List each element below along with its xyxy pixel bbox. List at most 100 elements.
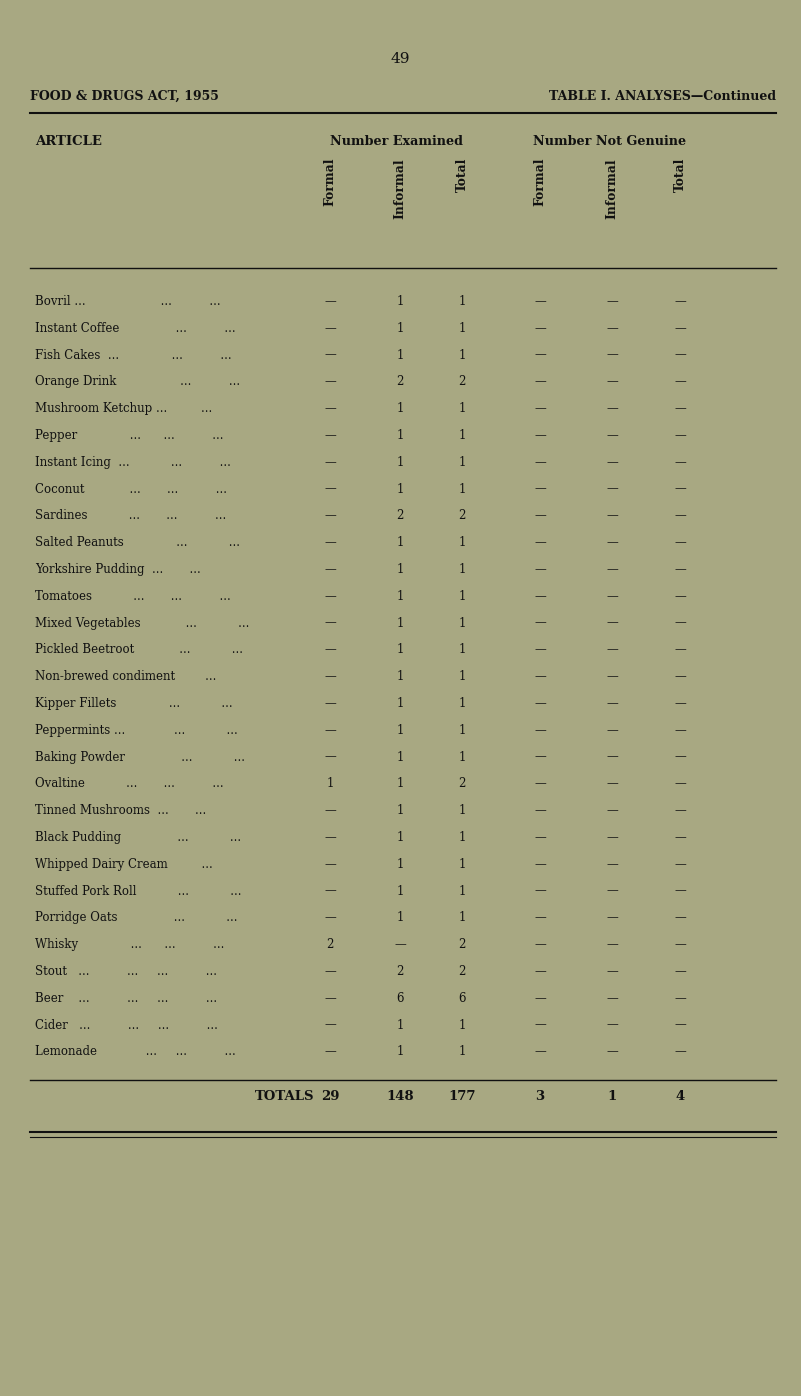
Text: 1: 1 bbox=[396, 536, 404, 549]
Text: —: — bbox=[324, 510, 336, 522]
Text: —: — bbox=[674, 456, 686, 469]
Text: 1: 1 bbox=[396, 295, 404, 309]
Text: Total: Total bbox=[674, 158, 686, 193]
Text: Mushroom Ketchup ...         ...: Mushroom Ketchup ... ... bbox=[35, 402, 212, 415]
Text: —: — bbox=[606, 402, 618, 415]
Text: —: — bbox=[674, 1046, 686, 1058]
Text: Ovaltine           ...       ...          ...: Ovaltine ... ... ... bbox=[35, 778, 223, 790]
Text: —: — bbox=[324, 965, 336, 979]
Text: 148: 148 bbox=[386, 1090, 414, 1103]
Text: Number Not Genuine: Number Not Genuine bbox=[533, 135, 686, 148]
Text: —: — bbox=[324, 723, 336, 737]
Text: —: — bbox=[324, 563, 336, 577]
Text: —: — bbox=[606, 376, 618, 388]
Text: 1: 1 bbox=[458, 804, 465, 817]
Text: —: — bbox=[674, 991, 686, 1005]
Text: TABLE I. ANALYSES—Continued: TABLE I. ANALYSES—Continued bbox=[549, 89, 776, 103]
Text: Baking Powder               ...           ...: Baking Powder ... ... bbox=[35, 751, 245, 764]
Text: 1: 1 bbox=[458, 563, 465, 577]
Text: —: — bbox=[674, 295, 686, 309]
Text: 1: 1 bbox=[458, 885, 465, 898]
Text: —: — bbox=[324, 536, 336, 549]
Text: —: — bbox=[606, 751, 618, 764]
Text: —: — bbox=[394, 938, 406, 951]
Text: 1: 1 bbox=[607, 1090, 617, 1103]
Text: 2: 2 bbox=[326, 938, 334, 951]
Text: —: — bbox=[324, 429, 336, 443]
Text: Porridge Oats               ...           ...: Porridge Oats ... ... bbox=[35, 912, 238, 924]
Text: Sardines           ...       ...          ...: Sardines ... ... ... bbox=[35, 510, 226, 522]
Text: Stuffed Pork Roll           ...           ...: Stuffed Pork Roll ... ... bbox=[35, 885, 241, 898]
Text: —: — bbox=[324, 617, 336, 630]
Text: 1: 1 bbox=[326, 778, 334, 790]
Text: —: — bbox=[606, 1019, 618, 1032]
Text: —: — bbox=[674, 402, 686, 415]
Text: —: — bbox=[534, 456, 545, 469]
Text: —: — bbox=[674, 751, 686, 764]
Text: TOTALS: TOTALS bbox=[255, 1090, 315, 1103]
Text: 1: 1 bbox=[396, 644, 404, 656]
Text: —: — bbox=[606, 589, 618, 603]
Text: —: — bbox=[606, 322, 618, 335]
Text: Salted Peanuts              ...           ...: Salted Peanuts ... ... bbox=[35, 536, 240, 549]
Text: —: — bbox=[324, 322, 336, 335]
Text: —: — bbox=[534, 912, 545, 924]
Text: 2: 2 bbox=[458, 938, 465, 951]
Text: 29: 29 bbox=[320, 1090, 340, 1103]
Text: Tomatoes           ...       ...          ...: Tomatoes ... ... ... bbox=[35, 589, 231, 603]
Text: 2: 2 bbox=[458, 510, 465, 522]
Text: Peppermints ...             ...           ...: Peppermints ... ... ... bbox=[35, 723, 238, 737]
Text: 6: 6 bbox=[458, 991, 465, 1005]
Text: Instant Coffee               ...          ...: Instant Coffee ... ... bbox=[35, 322, 235, 335]
Text: 1: 1 bbox=[458, 751, 465, 764]
Text: —: — bbox=[324, 831, 336, 845]
Text: —: — bbox=[606, 778, 618, 790]
Text: 1: 1 bbox=[458, 322, 465, 335]
Text: Beer    ...          ...     ...          ...: Beer ... ... ... ... bbox=[35, 991, 217, 1005]
Text: —: — bbox=[534, 510, 545, 522]
Text: 1: 1 bbox=[396, 831, 404, 845]
Text: 1: 1 bbox=[396, 885, 404, 898]
Text: 2: 2 bbox=[396, 965, 404, 979]
Text: 1: 1 bbox=[396, 751, 404, 764]
Text: —: — bbox=[674, 857, 686, 871]
Text: —: — bbox=[324, 1019, 336, 1032]
Text: —: — bbox=[324, 991, 336, 1005]
Text: 1: 1 bbox=[458, 536, 465, 549]
Text: —: — bbox=[534, 670, 545, 683]
Text: FOOD & DRUGS ACT, 1955: FOOD & DRUGS ACT, 1955 bbox=[30, 89, 219, 103]
Text: —: — bbox=[674, 510, 686, 522]
Text: —: — bbox=[674, 349, 686, 362]
Text: —: — bbox=[674, 778, 686, 790]
Text: —: — bbox=[674, 697, 686, 711]
Text: —: — bbox=[674, 483, 686, 496]
Text: 1: 1 bbox=[458, 1046, 465, 1058]
Text: —: — bbox=[674, 804, 686, 817]
Text: 2: 2 bbox=[458, 965, 465, 979]
Text: —: — bbox=[534, 885, 545, 898]
Text: Number Examined: Number Examined bbox=[329, 135, 462, 148]
Text: 1: 1 bbox=[396, 563, 404, 577]
Text: —: — bbox=[324, 804, 336, 817]
Text: 1: 1 bbox=[458, 617, 465, 630]
Text: —: — bbox=[674, 965, 686, 979]
Text: —: — bbox=[606, 723, 618, 737]
Text: Pepper              ...      ...          ...: Pepper ... ... ... bbox=[35, 429, 223, 443]
Text: Coconut            ...       ...          ...: Coconut ... ... ... bbox=[35, 483, 227, 496]
Text: —: — bbox=[606, 617, 618, 630]
Text: 1: 1 bbox=[458, 589, 465, 603]
Text: —: — bbox=[606, 885, 618, 898]
Text: —: — bbox=[534, 991, 545, 1005]
Text: Black Pudding               ...           ...: Black Pudding ... ... bbox=[35, 831, 241, 845]
Text: —: — bbox=[606, 429, 618, 443]
Text: ARTICLE: ARTICLE bbox=[35, 135, 102, 148]
Text: —: — bbox=[534, 723, 545, 737]
Text: —: — bbox=[606, 991, 618, 1005]
Text: —: — bbox=[674, 885, 686, 898]
Text: 1: 1 bbox=[396, 857, 404, 871]
Text: Instant Icing  ...           ...          ...: Instant Icing ... ... ... bbox=[35, 456, 231, 469]
Text: —: — bbox=[606, 831, 618, 845]
Text: —: — bbox=[674, 617, 686, 630]
Text: 1: 1 bbox=[396, 1046, 404, 1058]
Text: —: — bbox=[534, 536, 545, 549]
